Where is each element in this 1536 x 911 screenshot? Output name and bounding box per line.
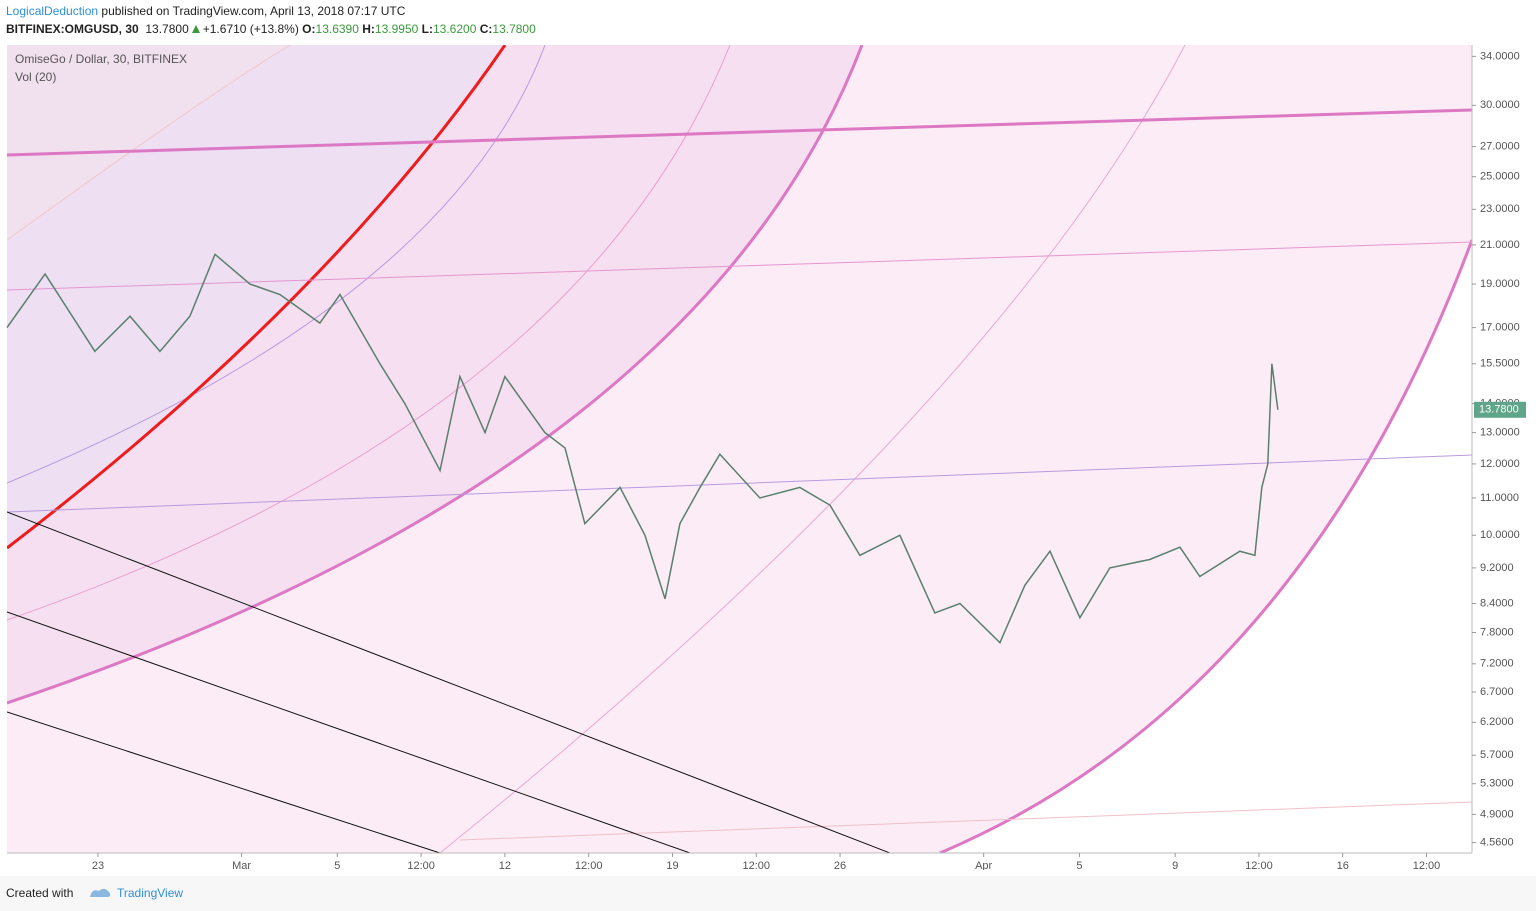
c-value: 13.7800 [492, 22, 536, 36]
y-tick-label: 23.0000 [1480, 203, 1520, 215]
arc [7, 45, 731, 621]
up-arrow [191, 25, 200, 33]
chart-title: OmiseGo / Dollar, 30, BITFINEX [15, 52, 187, 66]
channel-line [7, 511, 891, 853]
y-tick-label: 19.0000 [1480, 278, 1520, 290]
y-tick-label: 21.0000 [1480, 239, 1520, 251]
x-tick-label: 12:00 [575, 860, 603, 870]
y-tick-label: 8.4000 [1480, 597, 1514, 609]
last: 13.7800 [145, 22, 189, 36]
chart: OmiseGo / Dollar, 30, BITFINEX Vol (20) … [6, 45, 1526, 870]
published: published on TradingView.com, April 13, … [101, 4, 406, 18]
x-tick-label: 12:00 [407, 860, 435, 870]
y-tick-label: 6.7000 [1480, 686, 1514, 698]
arc [939, 239, 1472, 853]
h-value: 13.9950 [374, 22, 419, 36]
price-line [6, 253, 1279, 644]
symbol-bar: BITFINEX:OMGUSD, 30 13.7800 +1.6710 (+13.… [6, 22, 536, 36]
y-tick-label: 13.0000 [1480, 426, 1520, 438]
last-price-box [1474, 401, 1526, 418]
x-tick-label: 12:00 [1245, 860, 1273, 870]
footer: Created with TradingView [0, 876, 1536, 911]
x-tick-label: Apr [975, 860, 992, 870]
x-tick-label: 5 [334, 860, 340, 870]
x-tick-label: 16 [1337, 860, 1349, 870]
author[interactable]: LogicalDeduction [6, 4, 99, 18]
y-tick-label: 30.0000 [1480, 99, 1520, 111]
header: LogicalDeduction published on TradingVie… [6, 4, 405, 18]
x-tick-label: 5 [1076, 860, 1082, 870]
x-tick-label: 19 [666, 860, 678, 870]
arc [7, 45, 546, 484]
arc [7, 45, 291, 241]
trend-line [7, 454, 1472, 513]
x-tick-label: 26 [834, 860, 846, 870]
y-tick-label: 10.0000 [1480, 529, 1520, 541]
indicator-label: Vol (20) [15, 70, 56, 84]
c-label: C: [479, 22, 493, 36]
channel-line [7, 711, 441, 853]
last-price-label: 13.7800 [1479, 404, 1519, 416]
arc [7, 45, 864, 705]
x-tick-label: Mar [232, 860, 251, 870]
x-tick-label: 23 [92, 860, 104, 870]
y-tick-label: 7.8000 [1480, 626, 1514, 638]
y-tick-label: 25.0000 [1480, 171, 1520, 183]
red-arc [7, 45, 507, 550]
o-value: 13.6390 [315, 22, 359, 36]
change: +1.6710 (+13.8%) [202, 22, 299, 36]
x-tick-label: 9 [1172, 860, 1178, 870]
logo [90, 888, 111, 897]
y-tick-label: 4.9000 [1480, 808, 1514, 820]
channel-line [7, 611, 691, 853]
arc [439, 45, 1186, 853]
l-value: 13.6200 [432, 22, 477, 36]
y-tick-label: 5.7000 [1480, 749, 1514, 761]
y-tick-label: 7.2000 [1480, 658, 1514, 670]
corner-zone [7, 45, 290, 240]
drawings [7, 45, 1472, 853]
y-tick-label: 34.0000 [1480, 50, 1520, 62]
y-tick-label: 17.0000 [1480, 322, 1520, 334]
y-tick-label: 15.5000 [1480, 358, 1520, 370]
o-label: O: [302, 22, 316, 36]
y-tick-label: 6.2000 [1480, 716, 1514, 728]
y-tick-label: 4.5600 [1480, 836, 1514, 848]
trend-line [7, 108, 1472, 157]
y-tick-label: 11.0000 [1480, 492, 1519, 504]
symbol: BITFINEX:OMGUSD, 30 [6, 22, 139, 36]
brand-link[interactable]: TradingView [117, 886, 184, 900]
core-zone [7, 45, 505, 548]
trend-line [459, 801, 1472, 841]
h-label: H: [362, 22, 375, 36]
y-tick-label: 9.2000 [1480, 562, 1514, 574]
y-tick-label: 27.0000 [1480, 140, 1520, 152]
x-tick-label: 12:00 [1413, 860, 1441, 870]
x-tick-label: 12 [499, 860, 511, 870]
trend-line [7, 241, 1472, 291]
created-with: Created with [6, 886, 74, 900]
l-label: L: [421, 22, 433, 36]
y-tick-label: 12.0000 [1480, 458, 1520, 470]
y-tick-label: 5.3000 [1480, 778, 1514, 790]
x-tick-label: 12:00 [742, 860, 770, 870]
